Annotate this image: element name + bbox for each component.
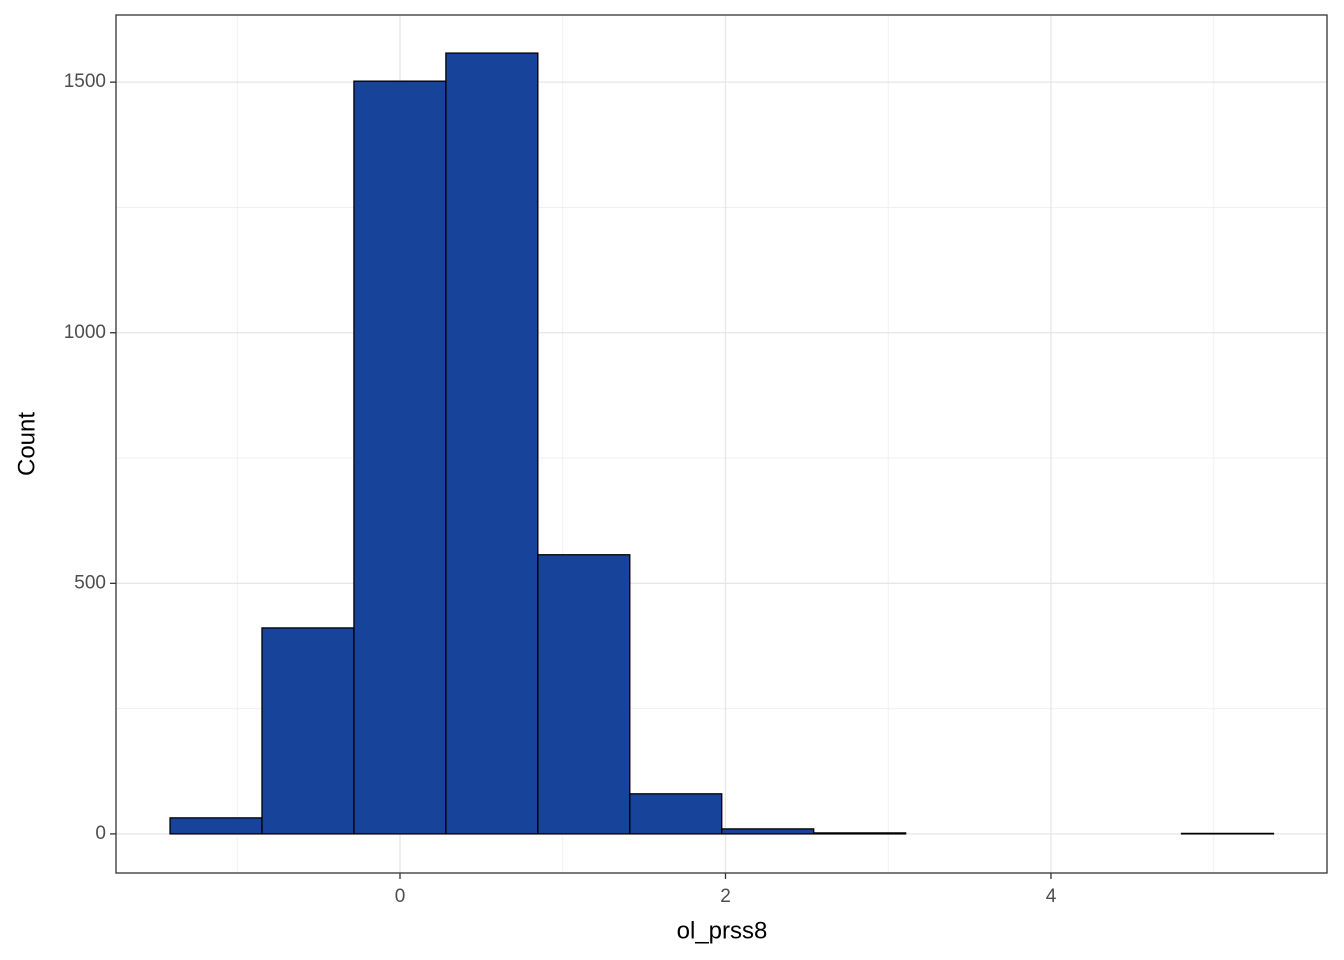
y-axis-title: Count (13, 412, 40, 476)
y-tick-label: 500 (74, 572, 106, 593)
bar (169, 817, 263, 835)
y-tick-label: 0 (95, 823, 106, 844)
bar (813, 832, 907, 835)
y-tick-label: 1500 (64, 71, 106, 92)
x-tick-label: 2 (720, 886, 731, 907)
x-tick-label: 4 (1046, 886, 1057, 907)
bar (629, 793, 723, 835)
x-tick-label: 0 (395, 886, 406, 907)
bar (537, 554, 631, 835)
bar (353, 80, 447, 835)
bar (445, 52, 539, 835)
bar (721, 828, 815, 835)
x-axis-title: ol_prss8 (677, 917, 768, 944)
y-tick-label: 1000 (64, 322, 106, 343)
plot-border (115, 14, 1328, 874)
bar (261, 627, 355, 835)
bar (1180, 832, 1275, 835)
